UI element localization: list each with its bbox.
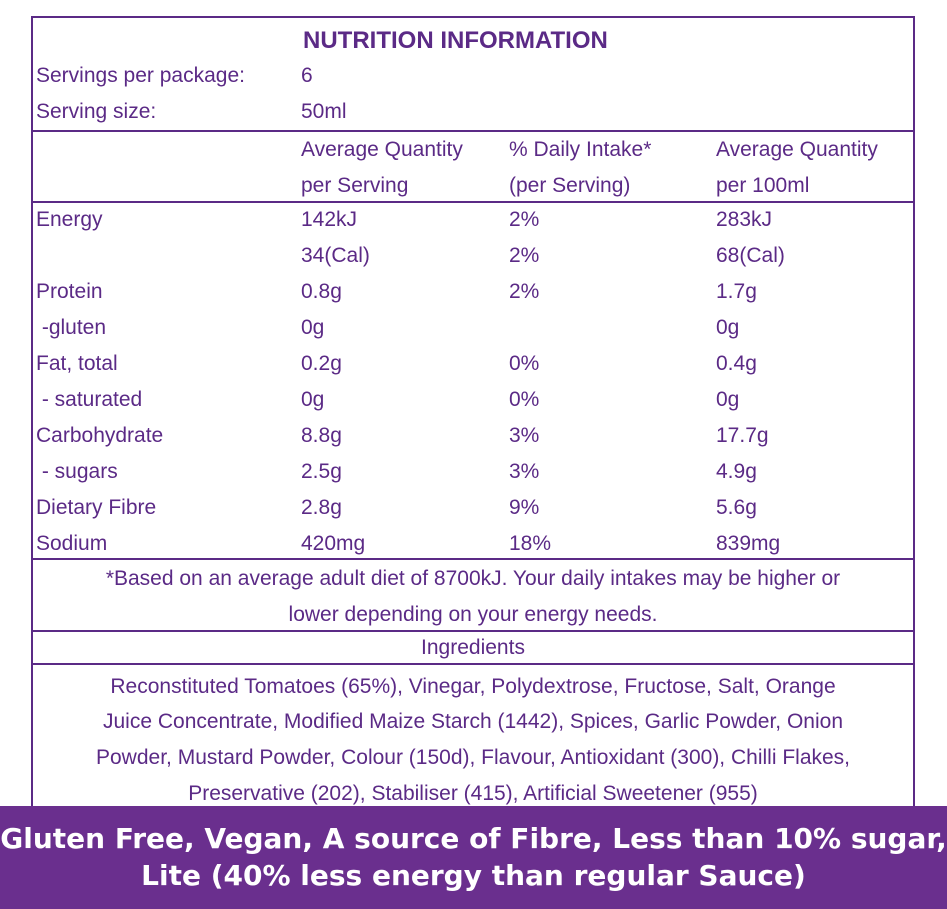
row-serving: 142kJ [301, 208, 358, 231]
row-per100: 0g [716, 316, 740, 339]
ingredients-line: Preservative (202), Stabiliser (415), Ar… [188, 782, 758, 805]
nutrition-panel: NUTRITION INFORMATION Servings per packa… [31, 16, 915, 896]
row-per100: 0g [716, 388, 740, 411]
row-per100: 17.7g [716, 424, 769, 447]
divider-footnote [33, 630, 913, 632]
divider-header [33, 201, 913, 203]
header-daily-intake-1: % Daily Intake* [509, 138, 652, 161]
row-name: Sodium [36, 532, 108, 555]
row-serving: 8.8g [301, 424, 342, 447]
header-avg-100ml-1: Average Quantity [716, 138, 878, 161]
row-name: Dietary Fibre [36, 496, 157, 519]
servings-per-package-label: Servings per package: [36, 64, 245, 87]
row-serving: 34(Cal) [301, 244, 370, 267]
row-serving: 0.2g [301, 352, 342, 375]
servings-per-package-value: 6 [301, 64, 313, 87]
footnote-line-1: *Based on an average adult diet of 8700k… [105, 567, 841, 590]
row-per100: 4.9g [716, 460, 757, 483]
header-avg-serving-2: per Serving [301, 174, 409, 197]
header-daily-intake-2: (per Serving) [509, 174, 631, 197]
row-per100: 0.4g [716, 352, 757, 375]
row-serving: 420mg [301, 532, 366, 555]
row-daily: 3% [509, 460, 540, 483]
page-title: NUTRITION INFORMATION [303, 27, 608, 54]
row-serving: 2.5g [301, 460, 342, 483]
row-name: Fat, total [36, 352, 118, 375]
row-serving: 0g [301, 316, 325, 339]
row-daily: 9% [509, 496, 540, 519]
divider-ingredients [33, 663, 913, 665]
header-avg-100ml-2: per 100ml [716, 174, 810, 197]
claims-banner: Gluten Free, Vegan, A source of Fibre, L… [0, 806, 947, 909]
row-daily: 18% [509, 532, 552, 555]
row-daily: 2% [509, 208, 540, 231]
row-serving: 0g [301, 388, 325, 411]
row-daily: 0% [509, 388, 540, 411]
row-name: - saturated [36, 388, 143, 411]
serving-size-label: Serving size: [36, 100, 157, 123]
row-name: Protein [36, 280, 103, 303]
row-daily: 2% [509, 244, 540, 267]
row-per100: 839mg [716, 532, 781, 555]
ingredients-title: Ingredients [421, 636, 525, 659]
serving-size-value: 50ml [301, 100, 347, 123]
row-per100: 283kJ [716, 208, 773, 231]
row-name: Energy [36, 208, 103, 231]
row-per100: 1.7g [716, 280, 757, 303]
row-name: Carbohydrate [36, 424, 164, 447]
row-per100: 5.6g [716, 496, 757, 519]
row-name: -gluten [36, 316, 107, 339]
claims-line-1: Gluten Free, Vegan, A source of Fibre, L… [0, 822, 947, 855]
row-name: - sugars [36, 460, 118, 483]
ingredients-line: Reconstituted Tomatoes (65%), Vinegar, P… [110, 675, 836, 698]
divider-top [33, 130, 913, 132]
claims-line-2: Lite (40% less energy than regular Sauce… [141, 859, 806, 892]
divider-table-end [33, 558, 913, 560]
row-daily: 0% [509, 352, 540, 375]
row-daily: 3% [509, 424, 540, 447]
ingredients-line: Powder, Mustard Powder, Colour (150d), F… [95, 746, 851, 769]
row-per100: 68(Cal) [716, 244, 785, 267]
row-daily: 2% [509, 280, 540, 303]
header-avg-serving-1: Average Quantity [301, 138, 463, 161]
footnote-line-2: lower depending on your energy needs. [288, 603, 658, 626]
row-serving: 2.8g [301, 496, 342, 519]
row-serving: 0.8g [301, 280, 342, 303]
ingredients-line: Juice Concentrate, Modified Maize Starch… [102, 710, 843, 733]
